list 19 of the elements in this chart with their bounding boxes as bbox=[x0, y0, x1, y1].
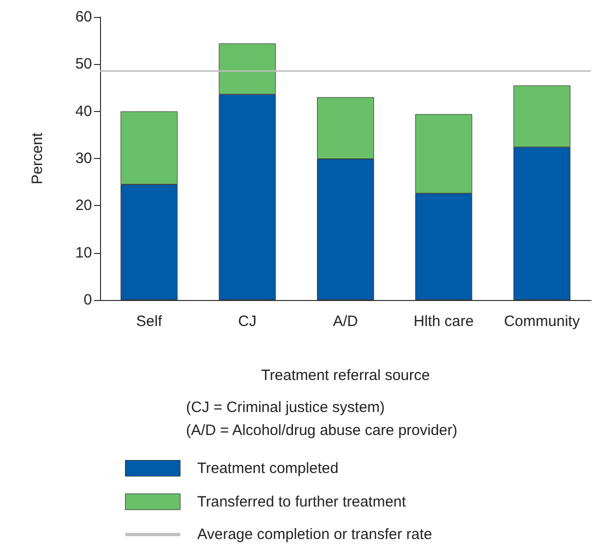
y-tick-label: 10 bbox=[75, 244, 92, 262]
legend-label: Average completion or transfer rate bbox=[197, 526, 432, 543]
text: (A/D = Alcohol/drug abuse care provider) bbox=[186, 422, 458, 439]
x-tick-label: Self bbox=[136, 313, 163, 330]
y-tick-label: 60 bbox=[75, 8, 92, 26]
x-tick-label: Community bbox=[504, 313, 580, 330]
legend-label: Treatment completed bbox=[197, 460, 338, 477]
legend-label: Transferred to further treatment bbox=[197, 493, 407, 510]
y-axis-title: Percent bbox=[29, 132, 46, 184]
y-tick-label: 30 bbox=[75, 150, 92, 167]
y-tick-label: 20 bbox=[75, 197, 92, 214]
x-tick-label: CJ bbox=[238, 313, 256, 330]
y-tick-label: 40 bbox=[75, 102, 92, 120]
x-tick-label: A/D bbox=[332, 313, 358, 330]
x-axis-title: Treatment referral source bbox=[261, 367, 430, 384]
text: (CJ = Criminal justice system) bbox=[186, 399, 385, 416]
x-tick-label: Hlth care bbox=[414, 313, 474, 330]
y-tick-label: 50 bbox=[75, 56, 92, 73]
y-tick-label: 0 bbox=[84, 292, 92, 308]
